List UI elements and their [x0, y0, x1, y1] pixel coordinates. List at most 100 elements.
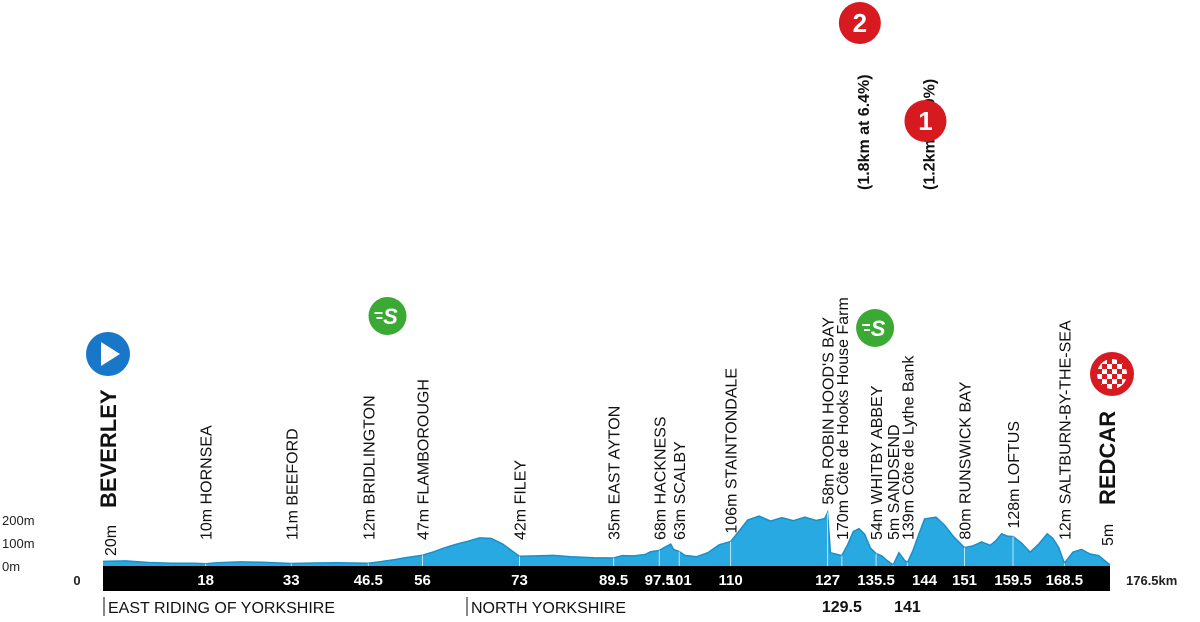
distance-tick-label: 151	[952, 572, 977, 589]
place-label: 11m BEEFORD	[284, 428, 301, 540]
place-label: 47m FLAMBOROUGH	[416, 379, 433, 540]
distance-tick-label: 0	[73, 573, 80, 588]
place-label-part: 128m	[1006, 484, 1023, 528]
stage-icons: 2 1 S S	[86, 2, 1134, 396]
place-label-part: BRIDLINGTON	[361, 395, 378, 504]
finish-checker-square	[1112, 364, 1117, 369]
distance-tick-label: 46.5	[354, 572, 383, 589]
y-axis-label: 200m	[2, 513, 35, 528]
y-axis-label: 100m	[2, 536, 35, 551]
place-label-part: 80m	[958, 504, 975, 540]
distance-tick-label: 56	[414, 572, 431, 589]
distance-tick-label: 127	[815, 572, 840, 589]
place-label: 63m SCALBY	[672, 441, 689, 540]
climb-category-number: 2	[853, 8, 867, 38]
distance-tick-label: 168.5	[1046, 572, 1084, 589]
place-label: 58m ROBIN HOOD'S BAY	[821, 317, 838, 505]
finish-checker-square	[1117, 369, 1122, 374]
sprint-symbol: S	[871, 316, 886, 341]
finish-checker-square	[1102, 364, 1107, 369]
place-label-part: 54m	[869, 504, 886, 540]
region-labels: EAST RIDING OF YORKSHIRE NORTH YORKSHIRE	[103, 597, 626, 617]
place-label-part: 10m	[199, 504, 216, 540]
place-label: 139m Côte de Lythe Bank	[900, 355, 917, 540]
place-label: 54m WHITBY ABBEY	[869, 385, 886, 540]
place-label-part: SANDSEND	[886, 424, 903, 513]
place-label-part: LOFTUS	[1006, 421, 1023, 484]
place-label-part: 170m	[835, 496, 852, 540]
place-label-part: 12m	[361, 504, 378, 540]
region-label: EAST RIDING OF YORKSHIRE	[108, 600, 335, 617]
place-label: 170m Côte de Hooks House Farm	[835, 297, 852, 540]
distance-bar-background	[103, 566, 1110, 591]
distance-bar	[103, 566, 1110, 591]
elevation-area	[103, 512, 1110, 566]
place-label-part: WHITBY ABBEY	[869, 385, 886, 504]
place-label-part: STAINTONDALE	[724, 368, 741, 489]
place-labels: 10m HORNSEA 11m BEEFORD 12m BRIDLINGTON 47m…	[96, 74, 1120, 556]
finish-checker-square	[1122, 374, 1127, 379]
finish-checker-square	[1107, 379, 1112, 384]
place-label: 5m SANDSEND	[886, 424, 903, 540]
place-label-part: SCALBY	[672, 441, 689, 504]
climb-detail-label: (1.8km at 6.4%)	[856, 74, 873, 190]
place-label: 12m SALTBURN-BY-THE-SEA	[1057, 320, 1074, 540]
place-label: 128m LOFTUS	[1006, 421, 1023, 529]
climb-category-icon	[838, 2, 881, 44]
place-label-part: 58m	[821, 469, 838, 505]
distance-tick-label: 101	[667, 572, 692, 589]
distance-tick-label: 33	[283, 572, 300, 589]
finish-elevation-label: 5m	[1100, 524, 1117, 546]
distance-tick-label: 89.5	[599, 572, 628, 589]
finish-checker-square	[1097, 379, 1102, 384]
place-label-part: Côte de Hooks House Farm	[835, 297, 852, 495]
finish-name-label: REDCAR	[1095, 411, 1120, 505]
distance-tick-label: 110	[718, 572, 742, 589]
distance-tick-label: 159.5	[994, 572, 1032, 589]
distance-tick-label: 18	[197, 572, 214, 589]
place-label-part: Côte de Lythe Bank	[900, 355, 917, 496]
place-label-part: 5m	[886, 513, 903, 540]
start-name-label: BEVERLEY	[96, 389, 121, 508]
distance-tick-label: 97.5	[645, 572, 674, 589]
finish-checker-square	[1122, 364, 1127, 369]
finish-checker-square	[1107, 359, 1112, 364]
place-label-part: 42m	[512, 504, 529, 540]
climb-category-number: 1	[918, 106, 932, 136]
place-label-part: 47m	[416, 504, 433, 540]
place-label-part: 63m	[672, 504, 689, 540]
y-axis-label: 0m	[2, 559, 20, 574]
finish-checker-square	[1097, 369, 1102, 374]
finish-checker-square	[1107, 369, 1112, 374]
place-label-part: SALTBURN-BY-THE-SEA	[1057, 320, 1074, 504]
sprint-symbol: S	[383, 304, 398, 329]
place-label-part: 106m	[724, 489, 741, 533]
play-arrow-icon	[101, 342, 120, 366]
place-label-part: HORNSEA	[199, 425, 216, 504]
place-label: 68m HACKNESS	[652, 416, 669, 540]
elevation-profile	[102, 509, 1111, 567]
place-label: 10m HORNSEA	[199, 425, 216, 540]
finish-elevation-label-part: 5m	[1100, 524, 1117, 546]
distance-tick-label: 73	[511, 572, 528, 589]
place-label: 106m STAINTONDALE	[724, 368, 741, 534]
place-label-part: 139m	[900, 496, 917, 540]
place-label-part: FILEY	[512, 460, 529, 505]
sprint-icon	[856, 309, 895, 347]
place-label-part: 35m	[607, 504, 624, 540]
place-label-part: BEEFORD	[284, 428, 301, 505]
finish-checker-square	[1102, 384, 1107, 389]
place-label-part: RUNSWICK BAY	[958, 381, 975, 504]
finish-name-label-part: REDCAR	[1095, 411, 1120, 505]
distance-tick-label: 135.5	[857, 572, 895, 589]
place-label-part: 11m	[284, 506, 301, 540]
climb-km-label: 141	[894, 599, 921, 616]
finish-checker-square	[1102, 374, 1107, 379]
place-label: 80m RUNSWICK BAY	[958, 381, 975, 539]
y-axis: 200m 100m 0m	[2, 513, 35, 574]
start-elevation-label-part: 20m	[103, 525, 120, 556]
sprint-icon	[368, 297, 407, 335]
distance-tick-label: 176.5km	[1126, 573, 1177, 588]
